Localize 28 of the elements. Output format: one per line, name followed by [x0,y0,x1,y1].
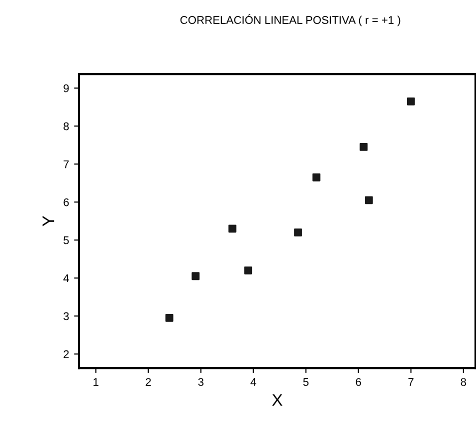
point [364,196,373,204]
y-axis-title: Y [42,216,54,226]
point [360,143,368,151]
y-tick-label: 9 [64,84,69,92]
x-tick-label: 4 [250,378,256,386]
y-tick-label: 4 [63,274,69,282]
y-tick-label: 7 [64,160,69,168]
y-tick-label: 5 [64,236,69,244]
point [192,272,200,280]
y-tick-label: 3 [64,312,69,320]
y-tick-label: 8 [64,122,69,130]
x-tick-label: 5 [303,378,309,386]
x-tick-label: 1 [94,378,98,386]
y-tick-label: 6 [64,198,69,206]
point [294,228,302,236]
x-tick-label: 8 [460,378,466,386]
point [228,224,236,233]
y-tick-label: 2 [64,350,69,358]
x-tick-label: 7 [408,378,414,386]
x-axis-title: X [272,394,282,406]
chart-title: CORRELACIÓN LINEAL POSITIVA ( r = +1 ) [180,14,400,26]
x-tick-label: 6 [356,378,362,386]
point [244,266,252,274]
point [406,97,415,106]
point [165,314,174,322]
point [312,173,320,182]
x-tick-label: 2 [146,378,151,386]
x-tick-label: 3 [198,378,204,386]
